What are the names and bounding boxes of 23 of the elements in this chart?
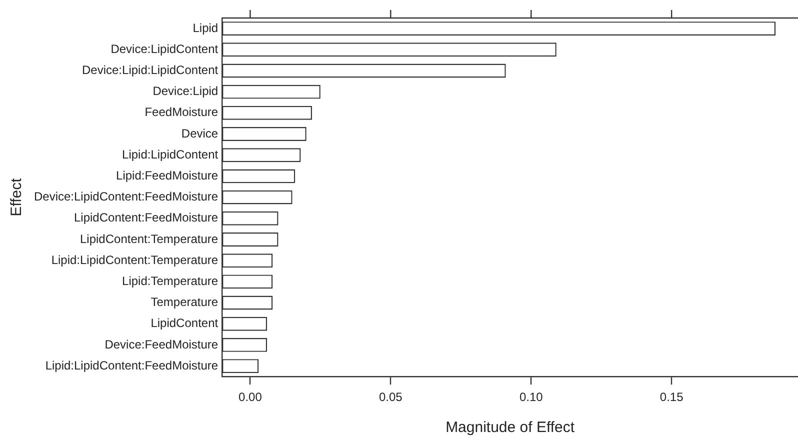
x-tick-label: 0.05 xyxy=(378,390,403,404)
y-tick-label: Device:Lipid:LipidContent xyxy=(82,63,219,78)
y-tick-label: LipidContent xyxy=(150,316,219,330)
y-tick-label: Lipid:FeedMoisture xyxy=(116,168,218,183)
y-tick-label: Device:Lipid xyxy=(152,84,218,98)
x-tick-label: 0.15 xyxy=(660,390,684,404)
y-tick-label: Device xyxy=(181,126,218,140)
y-tick-label: LipidContent:FeedMoisture xyxy=(74,210,218,225)
x-tick-label: 0.10 xyxy=(519,390,544,404)
x-axis-title: Magnitude of Effect xyxy=(446,419,576,436)
y-tick-label: Lipid xyxy=(192,20,218,35)
y-tick-label: Device:FeedMoisture xyxy=(104,337,218,352)
y-tick-label: Device:LipidContent xyxy=(110,42,219,56)
y-tick-label: LipidContent:Temperature xyxy=(80,232,218,246)
y-tick-label: Lipid:LipidContent xyxy=(122,147,219,162)
y-tick-label: Lipid:Temperature xyxy=(122,274,218,288)
y-tick-label: Lipid:LipidContent:Temperature xyxy=(51,252,218,267)
y-tick-label: Lipid:LipidContent:FeedMoisture xyxy=(45,358,218,372)
y-tick-label: Device:LipidContent:FeedMoisture xyxy=(34,190,218,204)
x-tick-label: 0.00 xyxy=(238,390,262,404)
y-axis-title: Effect xyxy=(8,177,26,216)
y-tick-label: FeedMoisture xyxy=(144,105,218,120)
y-tick-label: Temperature xyxy=(150,295,218,310)
